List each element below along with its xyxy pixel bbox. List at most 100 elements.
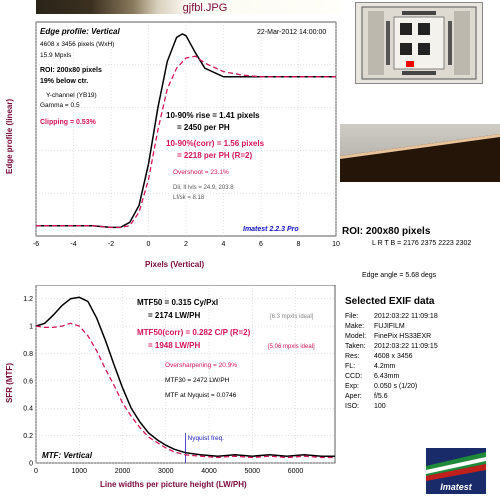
- exif-key: CCD:: [345, 373, 363, 380]
- mtf-grid: [35, 285, 335, 464]
- exif-key: File:: [345, 313, 359, 320]
- mtf-x-tick-label: 5000: [245, 468, 261, 475]
- mtf-chart: Nyquist freq. 0 1000 2000 3000 4000 5000 6000 …: [5, 285, 336, 489]
- exif-value: 0.050 s (1/20): [374, 383, 418, 390]
- edge-dlvl: Dli, lt lvls = 24.9, 203.8: [173, 185, 234, 191]
- edge-x-ticks: -6 -4 -2 0 2 4 6 8 10: [33, 241, 340, 248]
- mtf-y-tick-label: 0.2: [23, 433, 33, 440]
- edge-rise-corr-1: 10-90%(corr) = 1.56 pixels: [166, 139, 265, 148]
- mtf-y-tick-label: 0.4: [23, 406, 33, 413]
- imatest-logo: Imatest: [426, 448, 486, 494]
- exif-key: ISO:: [345, 403, 360, 410]
- mtf-y-tick-label: 0.6: [23, 378, 33, 385]
- mtf50-corr-2: = 1948 LW/PH: [148, 341, 200, 350]
- mtf-x-tick-label: 3000: [158, 468, 174, 475]
- mtf-series-raw: [35, 296, 335, 457]
- mtf-series: [35, 296, 335, 459]
- edge-x-tick-label: 4: [222, 241, 226, 248]
- mtf50-line-1: MTF50 = 0.315 Cy/Pxl: [137, 298, 218, 307]
- nyquist-label: Nyquist freq.: [188, 435, 225, 442]
- edge-size: 4608 x 3456 pixels (WxH): [40, 41, 114, 48]
- edge-x-tick-label: -2: [108, 241, 114, 248]
- mtf-x-tick-label: 1000: [71, 468, 87, 475]
- exif-value: f/5.6: [374, 393, 388, 400]
- edge-rise-1: 10-90% rise = 1.41 pixels: [166, 111, 260, 120]
- mtf30: MTF30 = 2472 LW/PH: [165, 377, 230, 384]
- exif-row: ISO: 100: [345, 402, 438, 412]
- exif-row: FL: 4.2mm: [345, 362, 438, 372]
- edge-plot-frame: [35, 21, 337, 237]
- exif-key: Res:: [345, 353, 360, 360]
- exif-key: Exp:: [345, 383, 360, 390]
- exif-key: Make:: [345, 323, 365, 330]
- test-chart-thumbnail: [355, 2, 483, 84]
- edge-below-ctr: 19% below ctr.: [40, 78, 88, 85]
- mtf-x-tick-label: 0: [34, 468, 38, 475]
- edge-angle: Edge angle = 5.68 degs: [362, 272, 437, 279]
- exif-title: Selected EXIF data: [345, 296, 435, 307]
- exif-value: 6.43mm: [374, 373, 400, 380]
- exif-row: CCD: 6.43mm: [345, 372, 438, 382]
- exif-row: Exp: 0.050 s (1/20): [345, 382, 438, 392]
- edge-profile-chart: -6 -4 -2 0 2 4 6 8 10 Edge profile: Vertical 22-…: [5, 21, 340, 269]
- edge-x-tick-label: 8: [297, 241, 301, 248]
- exif-list: File: 2012:03:22 11:09:18 Make: FUJIFILM Mod…: [345, 312, 438, 412]
- logo-text: Imatest: [440, 482, 473, 492]
- edge-chart-title: Edge profile: Vertical: [40, 27, 121, 36]
- edge-mpxls: 15.9 Mpxls: [40, 52, 72, 59]
- edge-series-corrected: [36, 55, 336, 229]
- mtf-y-tick-label: 1.2: [23, 296, 33, 303]
- mtf-x-tick-label: 2000: [115, 468, 131, 475]
- mtf-x-tick-label: 6000: [288, 468, 304, 475]
- exif-value: 4.2mm: [374, 363, 396, 370]
- edge-x-tick-label: 6: [259, 241, 263, 248]
- edge-version: Imatest 2.2.3 Pro: [243, 226, 299, 233]
- mtf-nyquist-value: MTF at Nyquist = 0.0746: [165, 392, 237, 399]
- exif-value: 2012:03:22 11:09:15: [374, 343, 438, 350]
- exif-value: 2012:03:22 11:09:18: [374, 313, 438, 320]
- mtf-y-tick-label: 1: [29, 324, 33, 331]
- grayscale-gradient-bar: [36, 0, 340, 14]
- exif-row: Model: FinePix HS33EXR: [345, 332, 438, 342]
- edge-x-tick-label: -6: [33, 241, 39, 248]
- mtf-y-label: SFR (MTF): [5, 363, 14, 403]
- edge-rise-2: = 2450 per PH: [177, 123, 230, 132]
- exif-row: Res: 4608 x 3456: [345, 352, 438, 362]
- exif-key: Model:: [345, 333, 367, 340]
- exif-key: FL:: [345, 363, 356, 370]
- mtf-y-tick-label: 0.8: [23, 351, 33, 358]
- exif-row: Aper: f/5.6: [345, 392, 438, 402]
- edge-gamma: Gamma = 0.5: [40, 102, 80, 109]
- edge-lrisk: Lf/sk = 8.18: [173, 195, 205, 201]
- mtf-oversharp: Oversharpening = 20.9%: [165, 362, 237, 369]
- edge-channel: Y-channel (YB19): [46, 92, 97, 99]
- mtf-x-ticks: 0 1000 2000 3000 4000 5000 6000: [34, 468, 303, 475]
- exif-value: FinePix HS33EXR: [374, 333, 432, 340]
- edge-series: [36, 33, 336, 229]
- edge-y-label: Edge profile (linear): [5, 99, 14, 174]
- edge-clipping: Clipping = 0.53%: [40, 119, 97, 126]
- roi-coords: L R T B = 2176 2375 2223 2302: [372, 240, 472, 247]
- edge-overshoot: Overshoot = 23.1%: [173, 169, 229, 176]
- mtf50-corr-1: MTF50(corr) = 0.282 C/P (R=2): [137, 328, 251, 337]
- exif-key: Aper:: [345, 393, 362, 400]
- exif-value: 100: [374, 403, 386, 410]
- edge-x-tick-label: 0: [147, 241, 151, 248]
- mtf-ideal-1: [6.3 mpxls ideal]: [270, 314, 314, 320]
- edge-grid: [35, 22, 337, 236]
- roi-crop-image: [340, 124, 500, 182]
- file-title: gjfbl.JPG: [182, 2, 228, 14]
- exif-key: Taken:: [345, 343, 366, 350]
- roi-label: ROI: 200x80 pixels: [342, 226, 431, 237]
- exif-row: Taken: 2012:03:22 11:09:15: [345, 342, 438, 352]
- edge-x-tick-label: 2: [184, 241, 188, 248]
- edge-roi: ROI: 200x80 pixels: [40, 67, 102, 74]
- mtf-y-tick-label: 0: [29, 461, 33, 468]
- edge-date: 22-Mar-2012 14:00:00: [257, 29, 326, 36]
- mtf-x-label: Line widths per picture height (LW/PH): [100, 480, 247, 489]
- edge-x-label: Pixels (Vertical): [145, 260, 204, 269]
- edge-x-tick-label: 10: [332, 241, 340, 248]
- mtf-ideal-2: [5.06 mpxls ideal]: [268, 344, 315, 350]
- edge-x-tick-label: -4: [70, 241, 76, 248]
- mtf-x-tick-label: 4000: [201, 468, 217, 475]
